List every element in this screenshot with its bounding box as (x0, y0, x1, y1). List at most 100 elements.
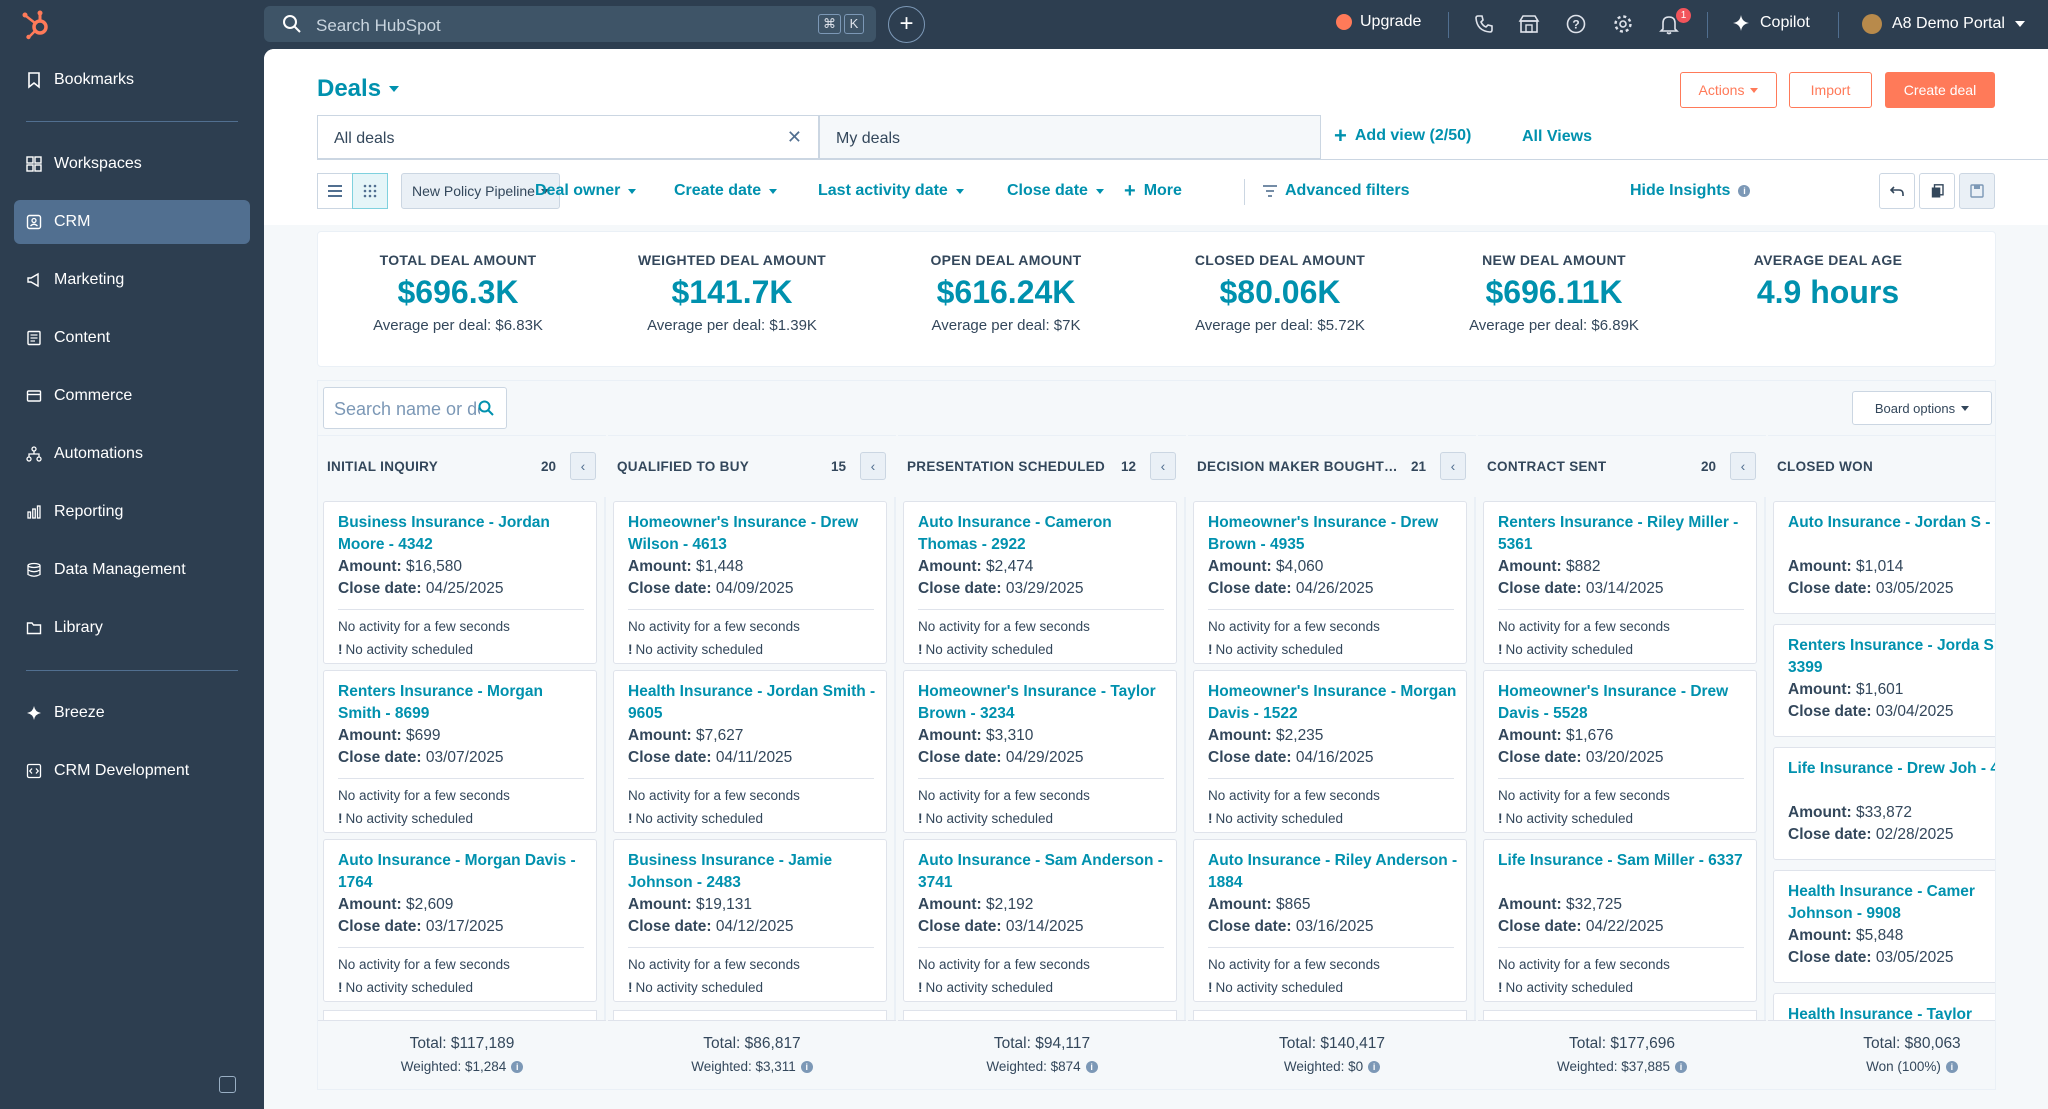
hide-insights-button[interactable]: Hide Insights i (1630, 182, 1751, 200)
board-search-input[interactable]: Search name or description (323, 387, 507, 429)
deal-card-partial[interactable] (323, 1010, 597, 1022)
deal-name-link[interactable]: Homeowner's Insurance - Taylor Brown - 3… (918, 683, 1156, 722)
info-icon[interactable]: i (1368, 1060, 1381, 1073)
deal-card[interactable]: Homeowner's Insurance - Drew Davis - 552… (1483, 670, 1757, 833)
filter-deal-owner[interactable]: Deal owner (535, 182, 637, 200)
undo-button[interactable] (1879, 173, 1915, 209)
deal-name-link[interactable]: Life Insurance - Sam Miller - 6337 (1498, 852, 1743, 869)
deal-name-link[interactable]: Life Insurance - Drew Joh - 4724 (1788, 760, 1995, 777)
info-icon[interactable]: i (800, 1060, 813, 1073)
deal-card[interactable]: Homeowner's Insurance - Taylor Brown - 3… (903, 670, 1177, 833)
deal-card[interactable]: Business Insurance - Jordan Moore - 4342… (323, 501, 597, 664)
sidebar-item-crm[interactable]: CRM (14, 200, 250, 244)
deal-name-link[interactable]: Homeowner's Insurance - Drew Davis - 552… (1498, 683, 1729, 722)
deal-card[interactable]: Auto Insurance - Cameron Thomas - 2922 A… (903, 501, 1177, 664)
deal-card-partial[interactable] (1193, 1010, 1467, 1022)
sidebar-item-workspaces[interactable]: Workspaces (14, 142, 250, 186)
deal-card[interactable]: Health Insurance - Camer Johnson - 9908 … (1773, 870, 1995, 983)
account-portal-menu[interactable]: A8 Demo Portal (1862, 14, 2025, 34)
deal-card[interactable]: Auto Insurance - Jordan S - 4638 Amount:… (1773, 501, 1995, 614)
deal-name-link[interactable]: Auto Insurance - Cameron Thomas - 2922 (918, 514, 1112, 553)
marketplace-icon[interactable] (1518, 13, 1540, 35)
deal-name-link[interactable]: Homeowner's Insurance - Morgan Davis - 1… (1208, 683, 1457, 722)
sidebar-item-commerce[interactable]: Commerce (14, 374, 250, 418)
deal-card[interactable]: Auto Insurance - Morgan Davis - 1764 Amo… (323, 839, 597, 1002)
sidebar-item-data-management[interactable]: Data Management (14, 548, 250, 592)
deal-name-link[interactable]: Homeowner's Insurance - Drew Brown - 493… (1208, 514, 1439, 553)
help-icon[interactable]: ? (1565, 13, 1587, 35)
board-options-button[interactable]: Board options (1852, 391, 1992, 425)
notifications-bell-icon[interactable] (1658, 13, 1680, 35)
info-icon[interactable]: i (1675, 1060, 1688, 1073)
deal-name-link[interactable]: Auto Insurance - Riley Anderson - 1884 (1208, 852, 1458, 891)
deal-card[interactable]: Renters Insurance - Morgan Smith - 8699 … (323, 670, 597, 833)
sidebar-item-content[interactable]: Content (14, 316, 250, 360)
collapse-sidebar-icon[interactable] (219, 1076, 236, 1093)
deal-card[interactable]: Auto Insurance - Riley Anderson - 1884 A… (1193, 839, 1467, 1002)
sidebar-item-bookmarks[interactable]: Bookmarks (14, 58, 250, 102)
settings-gear-icon[interactable] (1612, 13, 1634, 35)
deal-name-link[interactable]: Health Insurance - Taylor (1788, 1006, 1973, 1023)
import-button[interactable]: Import (1789, 72, 1872, 108)
collapse-column-chevron-icon[interactable]: ‹ (1150, 452, 1176, 480)
info-icon[interactable]: i (1945, 1060, 1958, 1073)
deal-name-link[interactable]: Auto Insurance - Sam Anderson - 3741 (918, 852, 1163, 891)
deal-name-link[interactable]: Renters Insurance - Morgan Smith - 8699 (338, 683, 543, 722)
info-icon[interactable]: i (1085, 1060, 1098, 1073)
deal-card[interactable]: Homeowner's Insurance - Morgan Davis - 1… (1193, 670, 1467, 833)
phone-icon[interactable] (1473, 13, 1495, 35)
deal-name-link[interactable]: Renters Insurance - Jorda Smith - 3399 (1788, 637, 1995, 676)
deal-name-link[interactable]: Business Insurance - Jordan Moore - 4342 (338, 514, 550, 553)
tab-my-deals[interactable]: My deals (819, 115, 1321, 159)
sidebar-item-library[interactable]: Library (14, 606, 250, 650)
tab-all-deals[interactable]: All deals ✕ (317, 115, 819, 159)
deal-card-partial[interactable] (1483, 1010, 1757, 1022)
deal-card[interactable]: Business Insurance - Jamie Johnson - 248… (613, 839, 887, 1002)
deal-card[interactable]: Life Insurance - Sam Miller - 6337 Amoun… (1483, 839, 1757, 1002)
advanced-filters-button[interactable]: Advanced filters (1263, 182, 1409, 200)
create-new-button[interactable]: + (888, 6, 925, 43)
deal-name-link[interactable]: Business Insurance - Jamie Johnson - 248… (628, 852, 833, 891)
upgrade-button[interactable]: Upgrade (1336, 13, 1421, 31)
hubspot-logo-icon[interactable] (20, 10, 54, 40)
add-view-button[interactable]: + Add view (2/50) (1334, 125, 1471, 147)
deal-card[interactable]: Homeowner's Insurance - Drew Wilson - 46… (613, 501, 887, 664)
deal-card[interactable]: Life Insurance - Drew Joh - 4724 Amount:… (1773, 747, 1995, 860)
global-search-input[interactable]: Search HubSpot ⌘ K (264, 6, 876, 42)
deal-card[interactable]: Auto Insurance - Sam Anderson - 3741 Amo… (903, 839, 1177, 1002)
filter-create-date[interactable]: Create date (674, 182, 778, 200)
deal-card[interactable]: Renters Insurance - Riley Miller - 5361 … (1483, 501, 1757, 664)
deal-name-link[interactable]: Homeowner's Insurance - Drew Wilson - 46… (628, 514, 859, 553)
deal-card[interactable]: Renters Insurance - Jorda Smith - 3399 A… (1773, 624, 1995, 737)
collapse-column-chevron-icon[interactable]: ‹ (1730, 452, 1756, 480)
info-icon[interactable]: i (511, 1060, 524, 1073)
more-filters-button[interactable]: + More (1124, 181, 1182, 201)
board-view-toggle[interactable] (352, 173, 388, 209)
filter-last-activity-date[interactable]: Last activity date (818, 182, 964, 200)
sidebar-item-breeze[interactable]: Breeze (14, 691, 250, 735)
filter-close-date[interactable]: Close date (1007, 182, 1104, 200)
all-views-link[interactable]: All Views (1522, 128, 1592, 145)
sidebar-item-automations[interactable]: Automations (14, 432, 250, 476)
collapse-column-chevron-icon[interactable]: ‹ (570, 452, 596, 480)
sidebar-item-crm-development[interactable]: CRM Development (14, 749, 250, 793)
copilot-button[interactable]: Copilot (1732, 14, 1810, 32)
deal-card-partial[interactable] (613, 1010, 887, 1022)
pipeline-select[interactable]: New Policy Pipeline (401, 173, 560, 209)
create-deal-button[interactable]: Create deal (1885, 72, 1995, 108)
duplicate-view-button[interactable] (1919, 173, 1955, 209)
deal-card[interactable]: Homeowner's Insurance - Drew Brown - 493… (1193, 501, 1467, 664)
collapse-column-chevron-icon[interactable]: ‹ (1440, 452, 1466, 480)
list-view-toggle[interactable] (317, 173, 353, 209)
close-icon[interactable]: ✕ (786, 127, 802, 147)
deal-name-link[interactable]: Auto Insurance - Jordan S - 4638 (1788, 514, 1995, 531)
deal-name-link[interactable]: Auto Insurance - Morgan Davis - 1764 (338, 852, 576, 891)
actions-button[interactable]: Actions (1680, 72, 1777, 108)
deal-name-link[interactable]: Health Insurance - Jordan Smith - 9605 (628, 683, 876, 722)
sidebar-item-marketing[interactable]: Marketing (14, 258, 250, 302)
collapse-column-chevron-icon[interactable]: ‹ (860, 452, 886, 480)
sidebar-item-reporting[interactable]: Reporting (14, 490, 250, 534)
page-title[interactable]: Deals (317, 75, 400, 103)
deal-name-link[interactable]: Health Insurance - Camer Johnson - 9908 (1788, 883, 1975, 922)
deal-card-partial[interactable] (903, 1010, 1177, 1022)
